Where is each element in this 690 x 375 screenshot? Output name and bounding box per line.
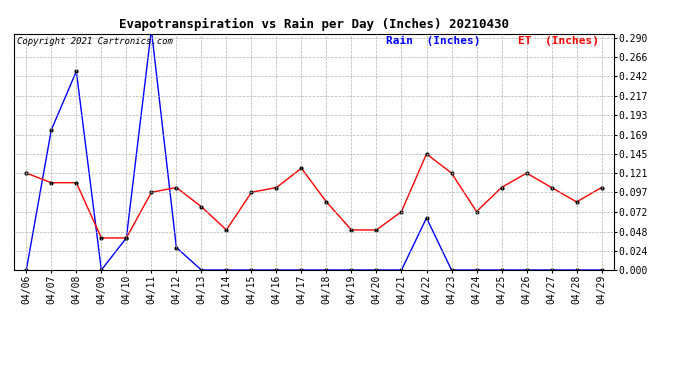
Rain  (Inches) — [122, 236, 130, 240]
ET  (Inches) — [497, 185, 506, 190]
ET  (Inches) — [247, 190, 255, 195]
Rain  (Inches) — [72, 69, 81, 74]
Rain  (Inches) — [172, 245, 181, 250]
Rain  (Inches) — [22, 268, 30, 272]
ET  (Inches) — [397, 209, 406, 214]
ET  (Inches) — [72, 180, 81, 185]
Text: Rain  (Inches): Rain (Inches) — [386, 36, 480, 46]
ET  (Inches) — [322, 200, 331, 204]
ET  (Inches) — [473, 209, 481, 214]
Rain  (Inches) — [197, 268, 206, 272]
Line: ET  (Inches): ET (Inches) — [23, 151, 604, 241]
Rain  (Inches) — [47, 128, 55, 132]
Rain  (Inches) — [573, 268, 581, 272]
ET  (Inches) — [598, 185, 606, 190]
Title: Evapotranspiration vs Rain per Day (Inches) 20210430: Evapotranspiration vs Rain per Day (Inch… — [119, 18, 509, 31]
Rain  (Inches) — [247, 268, 255, 272]
Text: ET  (Inches): ET (Inches) — [518, 36, 599, 46]
Rain  (Inches) — [497, 268, 506, 272]
Rain  (Inches) — [273, 268, 281, 272]
Rain  (Inches) — [373, 268, 381, 272]
ET  (Inches) — [422, 152, 431, 156]
ET  (Inches) — [147, 190, 155, 195]
ET  (Inches) — [573, 200, 581, 204]
ET  (Inches) — [297, 166, 306, 171]
ET  (Inches) — [373, 228, 381, 232]
ET  (Inches) — [122, 236, 130, 240]
ET  (Inches) — [47, 180, 55, 185]
Rain  (Inches) — [147, 27, 155, 32]
ET  (Inches) — [22, 171, 30, 176]
Rain  (Inches) — [97, 268, 106, 272]
ET  (Inches) — [222, 228, 230, 232]
Text: Copyright 2021 Cartronics.com: Copyright 2021 Cartronics.com — [17, 37, 172, 46]
Rain  (Inches) — [447, 268, 455, 272]
Rain  (Inches) — [547, 268, 555, 272]
ET  (Inches) — [522, 171, 531, 176]
ET  (Inches) — [172, 185, 181, 190]
Rain  (Inches) — [347, 268, 355, 272]
Rain  (Inches) — [297, 268, 306, 272]
ET  (Inches) — [273, 185, 281, 190]
Rain  (Inches) — [522, 268, 531, 272]
Rain  (Inches) — [473, 268, 481, 272]
Rain  (Inches) — [422, 216, 431, 220]
ET  (Inches) — [97, 236, 106, 240]
Rain  (Inches) — [222, 268, 230, 272]
ET  (Inches) — [547, 185, 555, 190]
ET  (Inches) — [197, 204, 206, 209]
Line: Rain  (Inches): Rain (Inches) — [23, 27, 604, 273]
Rain  (Inches) — [598, 268, 606, 272]
ET  (Inches) — [447, 171, 455, 176]
ET  (Inches) — [347, 228, 355, 232]
Rain  (Inches) — [322, 268, 331, 272]
Rain  (Inches) — [397, 268, 406, 272]
